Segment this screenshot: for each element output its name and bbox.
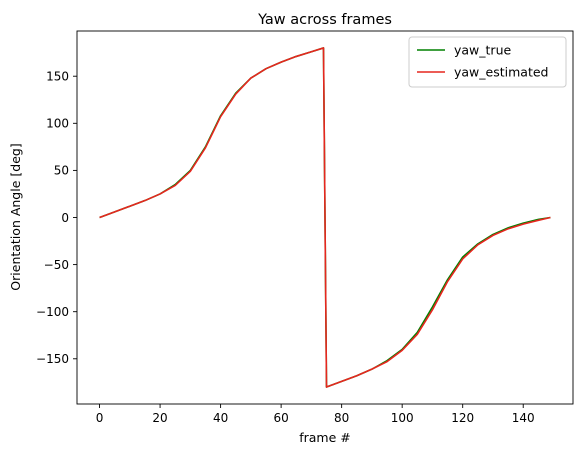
legend-box <box>408 36 567 88</box>
series-line-yaw-estimated <box>99 47 551 388</box>
y-tick-label: 100 <box>46 117 69 131</box>
x-tick-label: 100 <box>391 411 414 425</box>
x-tick-label: 120 <box>451 411 474 425</box>
y-axis-label: Orientation Angle [deg] <box>8 143 23 290</box>
y-tick-label: 0 <box>61 211 69 225</box>
x-tick-label: 0 <box>96 411 104 425</box>
x-tick-label: 40 <box>213 411 228 425</box>
series-lines <box>99 47 551 388</box>
x-axis-label: frame # <box>299 430 351 445</box>
x-tick-label: 20 <box>152 411 167 425</box>
axis-ticks: 0 20 40 60 80 100 120 140 −150 −100 −50 0 50 100 150 <box>36 70 535 425</box>
y-tick-label: −50 <box>44 258 69 272</box>
y-tick-label: 50 <box>54 164 69 178</box>
y-tick-label: 150 <box>46 70 69 84</box>
x-tick-label: 140 <box>512 411 535 425</box>
legend: yaw_true yaw_estimated <box>408 36 567 88</box>
y-tick-label: −100 <box>36 305 69 319</box>
chart-title: Yaw across frames <box>257 12 392 28</box>
legend-label-yaw-estimated: yaw_estimated <box>454 65 548 80</box>
x-tick-label: 80 <box>334 411 349 425</box>
legend-label-yaw-true: yaw_true <box>454 43 511 58</box>
y-tick-label: −150 <box>36 352 69 366</box>
x-tick-label: 60 <box>273 411 288 425</box>
